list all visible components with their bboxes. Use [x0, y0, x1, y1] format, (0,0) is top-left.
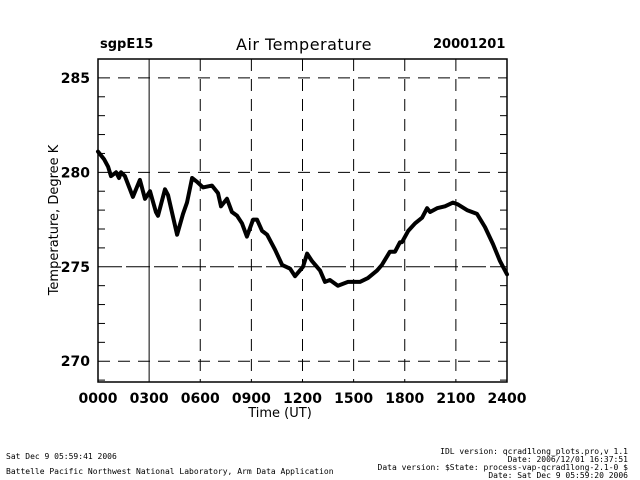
series-line-air-temperature [96, 149, 509, 288]
x-tick-label: 2100 [436, 391, 475, 407]
y-tick-label: 270 [61, 354, 90, 370]
footer-timestamp: Sat Dec 9 05:59:41 2006 [6, 452, 117, 461]
x-tick-label: 1200 [283, 391, 322, 407]
chart-title: Air Temperature [236, 35, 372, 54]
y-tick-labels: 270 275 280 285 [61, 71, 90, 370]
x-tick-label: 0600 [181, 391, 220, 407]
x-tick-labels: 0000 0300 0600 0900 1200 1500 1800 2100 2400 [79, 391, 527, 407]
x-tick-label: 2400 [488, 391, 527, 407]
footer-idl-version: IDL version: qcrad1long_plots.pro,v 1.1 [440, 447, 628, 456]
x-tick-label: 0300 [130, 391, 169, 407]
plot-frame [97, 58, 508, 383]
y-tick-label: 280 [61, 165, 90, 181]
y-tick-label: 285 [61, 71, 90, 87]
series-group [96, 149, 509, 288]
x-tick-label: 1800 [385, 391, 424, 407]
x-axis-label: Time (UT) [247, 406, 312, 421]
grid-lines [98, 59, 507, 382]
y-tick-label: 275 [61, 260, 90, 276]
y-axis-label: Temperature, Degree K [47, 144, 62, 296]
footer-institution: Battelle Pacific Northwest National Labo… [6, 467, 334, 476]
x-tick-label: 1500 [334, 391, 373, 407]
x-tick-label: 0900 [232, 391, 271, 407]
footer-version-info: IDL version: qcrad1long_plots.pro,v 1.1 … [378, 448, 628, 480]
x-tick-label: 0000 [79, 391, 118, 407]
footer-data-version: Data version: $State: process-vap-qcrad1… [377, 463, 628, 472]
footer-idl-date: Date: 2006/12/01 16:37:51 [507, 455, 628, 464]
site-label: sgpE15 [100, 37, 154, 52]
date-label: 20001201 [433, 37, 506, 52]
footer-data-date: Date: Sat Dec 9 05:59:20 2006 [488, 471, 628, 480]
